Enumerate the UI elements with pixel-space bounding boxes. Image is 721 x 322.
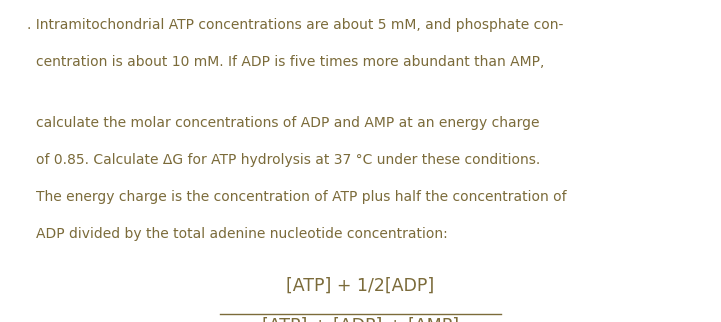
- Text: The energy charge is the concentration of ATP plus half the concentration of: The energy charge is the concentration o…: [36, 190, 567, 204]
- Text: [ATP] + [ADP] + [AMP]: [ATP] + [ADP] + [AMP]: [262, 317, 459, 322]
- Text: [ATP] + 1/2[ADP]: [ATP] + 1/2[ADP]: [286, 277, 435, 295]
- Text: ADP divided by the total adenine nucleotide concentration:: ADP divided by the total adenine nucleot…: [36, 227, 448, 241]
- Text: of 0.85. Calculate ΔG for ATP hydrolysis at 37 °C under these conditions.: of 0.85. Calculate ΔG for ATP hydrolysis…: [36, 153, 540, 167]
- Text: calculate the molar concentrations of ADP and AMP at an energy charge: calculate the molar concentrations of AD…: [36, 116, 539, 130]
- Text: centration is about 10 mM. If ADP is five times more abundant than AMP,: centration is about 10 mM. If ADP is fiv…: [36, 55, 544, 69]
- Text: . Intramitochondrial ATP concentrations are about 5 mM, and phosphate con-: . Intramitochondrial ATP concentrations …: [27, 18, 564, 32]
